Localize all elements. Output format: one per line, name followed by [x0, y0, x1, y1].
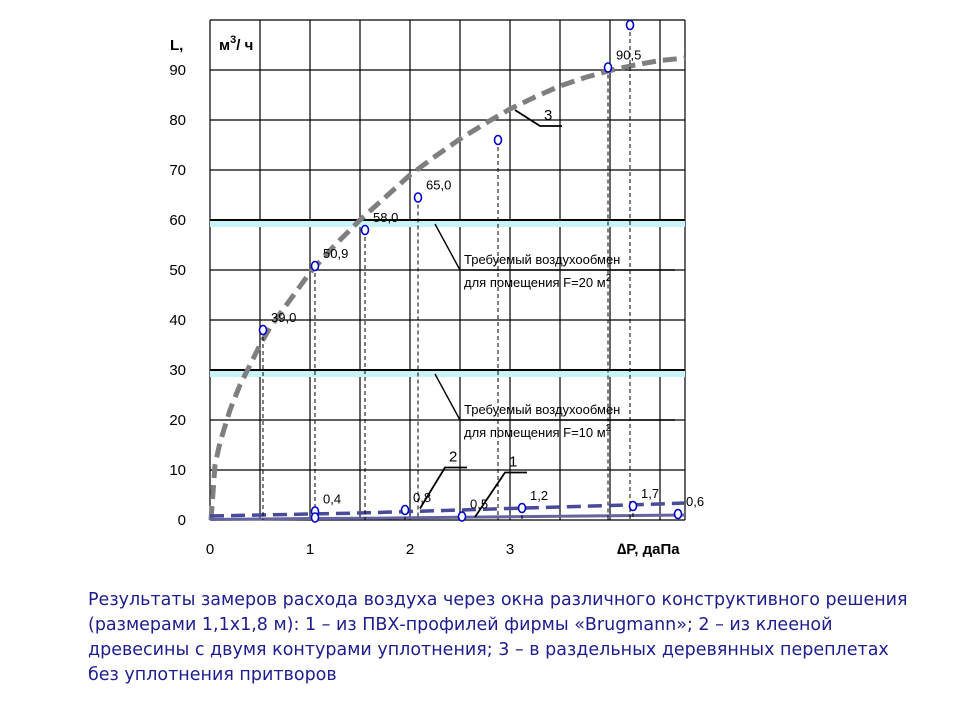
data-point: [310, 512, 320, 523]
x-tick-label: 3: [506, 541, 514, 558]
data-label: 50,9: [323, 246, 348, 261]
series-callout-line: [474, 471, 527, 518]
data-point: [517, 502, 527, 514]
y-tick-label: 70: [169, 162, 186, 179]
series-line-3: [208, 55, 686, 521]
data-point: [493, 134, 503, 146]
requirement-label-sup: 2: [606, 273, 612, 284]
requirement-label-line2: для помещения F=10 м2: [464, 423, 612, 440]
series-curves: 3 2 1: [208, 55, 686, 521]
x-tick-label: 1: [306, 541, 314, 558]
data-point: [310, 260, 320, 272]
data-point: [673, 508, 683, 520]
y-tick-label: 80: [169, 112, 186, 129]
data-label: 58,0: [373, 210, 398, 225]
series-callout-line: [419, 466, 467, 509]
data-point: [400, 504, 410, 516]
series-callout-label: 2: [449, 449, 457, 466]
y-axis-label-L: L,: [170, 37, 183, 54]
data-label: 39,0: [271, 310, 296, 325]
requirement-band: [210, 370, 685, 377]
data-point: [413, 192, 423, 203]
x-tick-label: 2: [406, 541, 414, 558]
y-tick-label: 0: [178, 512, 186, 529]
data-label: 1,2: [530, 488, 548, 503]
series-callout-label: 1: [509, 454, 517, 471]
chart: Требуемый воздухообмен для помещения F=20…: [169, 19, 704, 558]
requirement-label-line1: Требуемый воздухообмен: [464, 252, 620, 267]
series-line-2: [209, 501, 686, 518]
y-tick-label: 20: [169, 412, 186, 429]
data-label: 0,5: [470, 497, 488, 512]
data-point: [625, 19, 635, 31]
y-tick-label: 50: [169, 262, 186, 279]
y-tick-label: 40: [169, 312, 186, 329]
data-label: 0,8: [413, 490, 431, 505]
data-point: [258, 324, 268, 336]
requirement-label-line2: для помещения F=20 м2: [464, 273, 612, 290]
series-callout-label: 3: [544, 107, 552, 124]
data-label: 0,6: [686, 494, 704, 509]
requirement-bands: Требуемый воздухообмен для помещения F=20…: [210, 219, 685, 440]
data-point: [360, 224, 370, 236]
data-point: [457, 511, 467, 522]
requirement-label-line1: Требуемый воздухообмен: [464, 402, 620, 417]
series-points: 39,0 50,9 58,0 65,0 90,5 0,4 0,8 1,2 1,7 0,5 0,6: [258, 19, 704, 523]
figure-caption: Результаты замеров расхода воздуха через…: [88, 590, 908, 685]
y-tick-label: 90: [169, 62, 186, 79]
y-tick-label: 30: [169, 362, 186, 379]
x-axis-label: ∆P, даПа: [617, 541, 680, 558]
series-callout-line: [514, 109, 562, 127]
data-point: [603, 62, 613, 73]
y-tick-label: 60: [169, 212, 186, 229]
data-label: 1,7: [641, 486, 659, 501]
data-label: 65,0: [426, 178, 451, 193]
requirement-leader-line: [434, 223, 675, 271]
y-axis-label-unit: м3/ ч: [219, 34, 253, 54]
requirement-band: [210, 220, 685, 227]
y-tick-label: 10: [169, 462, 186, 479]
requirement-leader-line: [434, 373, 675, 421]
data-label: 90,5: [616, 48, 641, 63]
x-tick-label: 0: [206, 541, 214, 558]
data-label: 0,4: [323, 492, 341, 507]
requirement-label-sup: 2: [606, 423, 612, 434]
data-point: [628, 500, 638, 512]
